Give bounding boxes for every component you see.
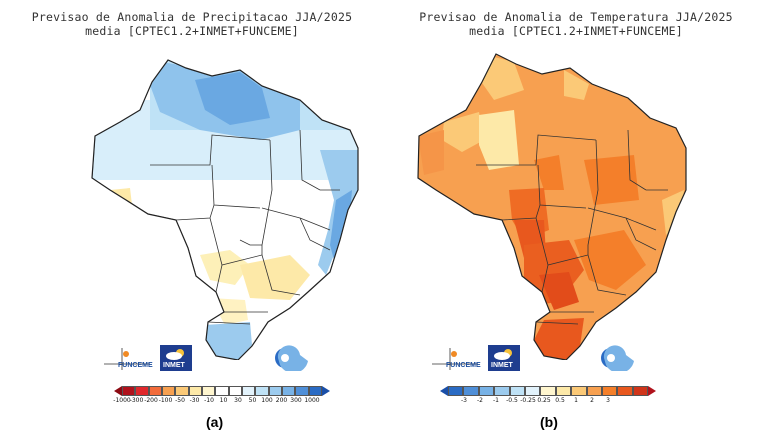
colorbar-cell: [135, 386, 149, 396]
colorbar-right-cap: [321, 386, 330, 396]
funceme-logo: FUNCEME: [428, 348, 481, 370]
colorbar-cell: [175, 386, 189, 396]
inmet-weather-icon: [166, 349, 184, 360]
colorbar-tick: 0.5: [555, 397, 565, 404]
inmet-logo: INMET: [160, 345, 192, 371]
inmet-label: INMET: [163, 362, 185, 369]
colorbar-left-cap: [114, 386, 122, 396]
colorbar-cell: [571, 386, 587, 396]
colorbar-tick: 2: [590, 397, 594, 404]
panel-temperature: Previsao de Anomalia de Temperatura JJA/…: [384, 0, 768, 432]
colorbar-tick: -100: [158, 397, 173, 404]
temperature-anomaly-map: [417, 53, 687, 360]
colorbar-tick: 100: [261, 397, 273, 404]
colorbar-tick: -1: [493, 397, 499, 404]
colorbar-cell: [632, 386, 649, 396]
colorbar-cell: [308, 386, 322, 396]
colorbar-cell: [268, 386, 282, 396]
colorbar-tick: 200: [275, 397, 288, 404]
panel-b-title: Previsao de Anomalia de Temperatura JJA/…: [419, 10, 733, 24]
panel-b-label: (b): [540, 414, 558, 430]
colorbar-tick: 10: [219, 397, 228, 404]
colorbar-cell: [201, 386, 216, 396]
temperature-colorbar-ticks: -3 -2 -1 -0.5 -0.25 0.25 0.5 1 2 3: [448, 397, 648, 407]
funceme-label: FUNCEME: [446, 362, 481, 369]
colorbar-cell: [215, 386, 229, 396]
precipitation-colorbar-ticks: -1000 -300 -200 -100 -50 -30 -10 10 30 5…: [113, 397, 322, 407]
funceme-label: FUNCEME: [118, 362, 153, 369]
colorbar-cell: [463, 386, 479, 396]
panel-precipitation: Previsao de Anomalia de Precipitacao JJA…: [31, 10, 359, 430]
cptec-logo: [598, 345, 636, 375]
colorbar-cell: [281, 386, 296, 396]
colorbar-right-cap: [648, 386, 657, 396]
colorbar-cell: [586, 386, 602, 396]
inmet-weather-icon: [494, 349, 512, 360]
colorbar-cell: [148, 386, 162, 396]
colorbar-cell: [448, 386, 464, 396]
panel-a-title: Previsao de Anomalia de Precipitacao JJA…: [31, 10, 353, 24]
colorbar-tick: -0.5: [506, 397, 518, 404]
colorbar-cell: [478, 386, 495, 396]
colorbar-tick: -10: [204, 397, 214, 404]
colorbar-tick: 1000: [304, 397, 320, 404]
colorbar-tick: -200: [144, 397, 158, 404]
colorbar-tick: -0.25: [520, 397, 536, 404]
funceme-sun-icon: [432, 348, 478, 370]
colorbar-tick: 3: [606, 397, 610, 404]
colorbar-cell: [509, 386, 525, 396]
colorbar-tick: 1: [574, 397, 578, 404]
colorbar-cell: [494, 386, 510, 396]
precipitation-colorbar: [114, 386, 330, 396]
temperature-colorbar: [440, 386, 657, 396]
colorbar-cell: [540, 386, 556, 396]
colorbar-tick: -3: [461, 397, 467, 404]
colorbar-cell: [161, 386, 176, 396]
panel-a-label: (a): [206, 414, 224, 430]
colorbar-tick: 0.25: [537, 397, 551, 404]
funceme-sun-icon: [104, 348, 150, 370]
colorbar-cell: [228, 386, 242, 396]
precipitation-anomaly-map: [91, 59, 359, 360]
inmet-label: INMET: [491, 362, 513, 369]
cptec-logo: [272, 345, 310, 375]
colorbar-left-cap: [440, 386, 448, 396]
funceme-logo: FUNCEME: [100, 348, 153, 370]
colorbar-tick: -1000: [113, 397, 131, 404]
panel-a-subtitle: media [CPTEC1.2+INMET+FUNCEME]: [85, 24, 299, 38]
colorbar-tick: 300: [290, 397, 302, 404]
panel-b-subtitle: media [CPTEC1.2+INMET+FUNCEME]: [469, 24, 683, 38]
colorbar-cell: [122, 386, 136, 396]
colorbar-cell: [295, 386, 309, 396]
colorbar-tick: -300: [129, 397, 144, 404]
colorbar-cell: [188, 386, 202, 396]
inmet-logo: INMET: [488, 345, 520, 371]
colorbar-tick: -30: [189, 397, 200, 404]
colorbar-cell: [555, 386, 572, 396]
colorbar-cell: [255, 386, 269, 396]
colorbar-tick: -50: [175, 397, 185, 404]
cptec-swirl-icon: [601, 345, 634, 374]
colorbar-cell: [524, 386, 541, 396]
colorbar-tick: -2: [477, 397, 483, 404]
colorbar-tick: 50: [248, 397, 257, 404]
colorbar-cell: [617, 386, 633, 396]
cptec-swirl-icon: [275, 345, 308, 374]
colorbar-cell: [241, 386, 256, 396]
colorbar-tick: 30: [234, 397, 242, 404]
colorbar-cell: [601, 386, 618, 396]
